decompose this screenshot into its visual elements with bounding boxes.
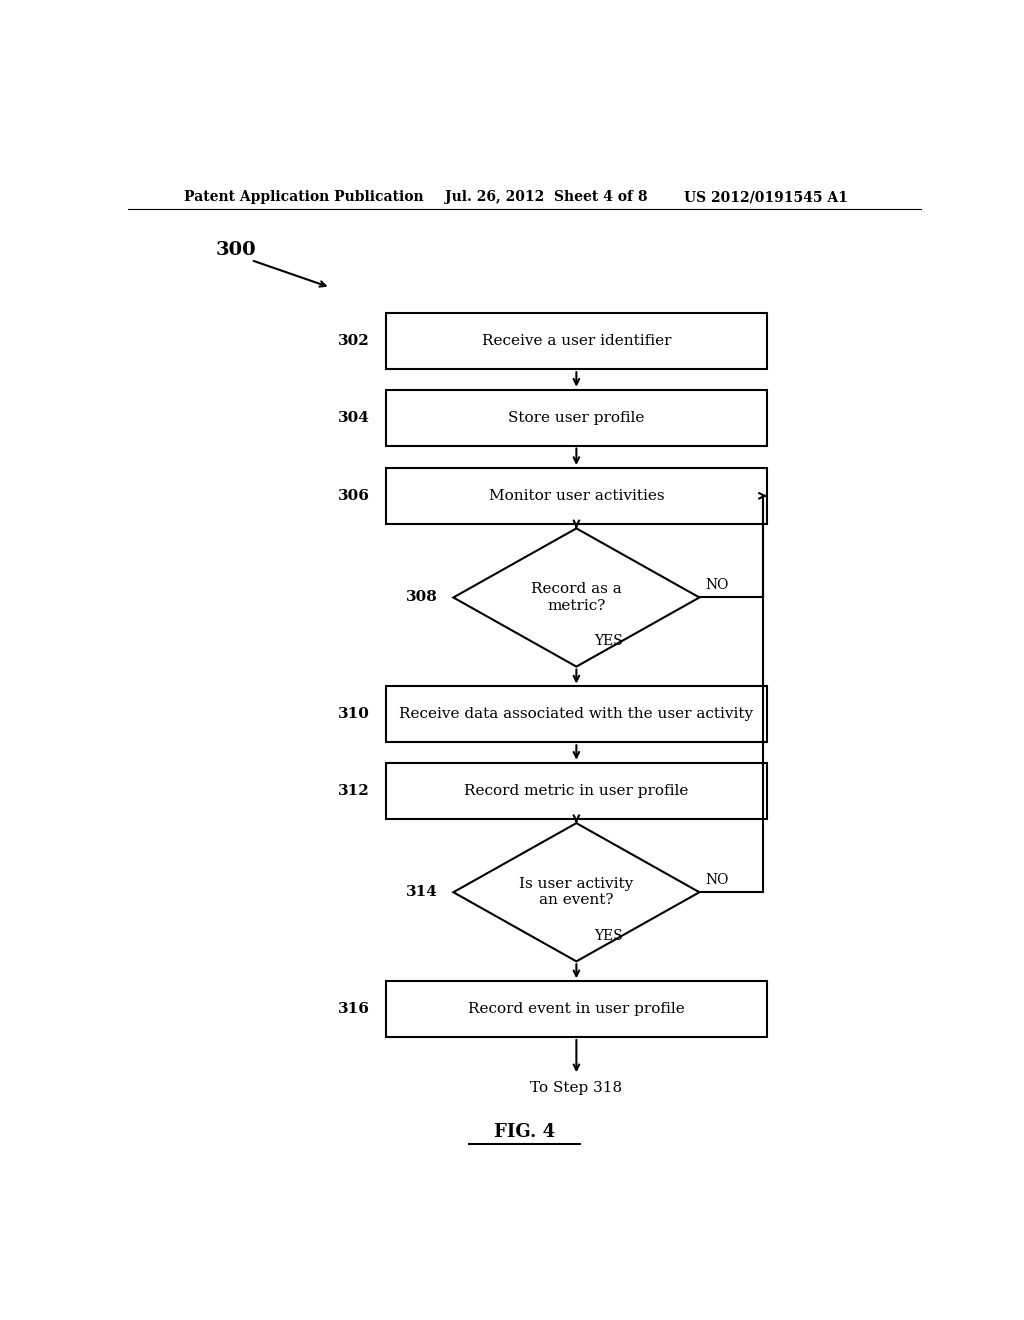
- Text: YES: YES: [594, 929, 623, 942]
- Text: Store user profile: Store user profile: [508, 411, 644, 425]
- Text: FIG. 4: FIG. 4: [495, 1123, 555, 1140]
- Text: Receive a user identifier: Receive a user identifier: [481, 334, 671, 348]
- Text: Record metric in user profile: Record metric in user profile: [464, 784, 688, 797]
- Text: To Step 318: To Step 318: [530, 1081, 623, 1096]
- Text: 316: 316: [338, 1002, 370, 1016]
- Text: Monitor user activities: Monitor user activities: [488, 488, 665, 503]
- Text: 308: 308: [406, 590, 437, 605]
- Polygon shape: [454, 824, 699, 961]
- FancyBboxPatch shape: [386, 389, 767, 446]
- Text: 300: 300: [215, 240, 256, 259]
- FancyBboxPatch shape: [386, 313, 767, 370]
- Text: 312: 312: [338, 784, 370, 797]
- Text: 310: 310: [338, 708, 370, 721]
- Text: Receive data associated with the user activity: Receive data associated with the user ac…: [399, 708, 754, 721]
- Polygon shape: [454, 528, 699, 667]
- Text: Patent Application Publication: Patent Application Publication: [183, 190, 423, 205]
- Text: NO: NO: [706, 873, 729, 887]
- Text: 314: 314: [406, 886, 437, 899]
- FancyBboxPatch shape: [386, 467, 767, 524]
- Text: 306: 306: [338, 488, 370, 503]
- Text: 302: 302: [338, 334, 370, 348]
- FancyBboxPatch shape: [386, 686, 767, 742]
- Text: 304: 304: [338, 411, 370, 425]
- Text: YES: YES: [594, 634, 623, 648]
- FancyBboxPatch shape: [386, 981, 767, 1038]
- Text: NO: NO: [706, 578, 729, 593]
- Text: US 2012/0191545 A1: US 2012/0191545 A1: [684, 190, 848, 205]
- FancyBboxPatch shape: [386, 763, 767, 818]
- Text: Is user activity
an event?: Is user activity an event?: [519, 878, 634, 907]
- Text: Record event in user profile: Record event in user profile: [468, 1002, 685, 1016]
- Text: Record as a
metric?: Record as a metric?: [531, 582, 622, 612]
- Text: Jul. 26, 2012  Sheet 4 of 8: Jul. 26, 2012 Sheet 4 of 8: [445, 190, 648, 205]
